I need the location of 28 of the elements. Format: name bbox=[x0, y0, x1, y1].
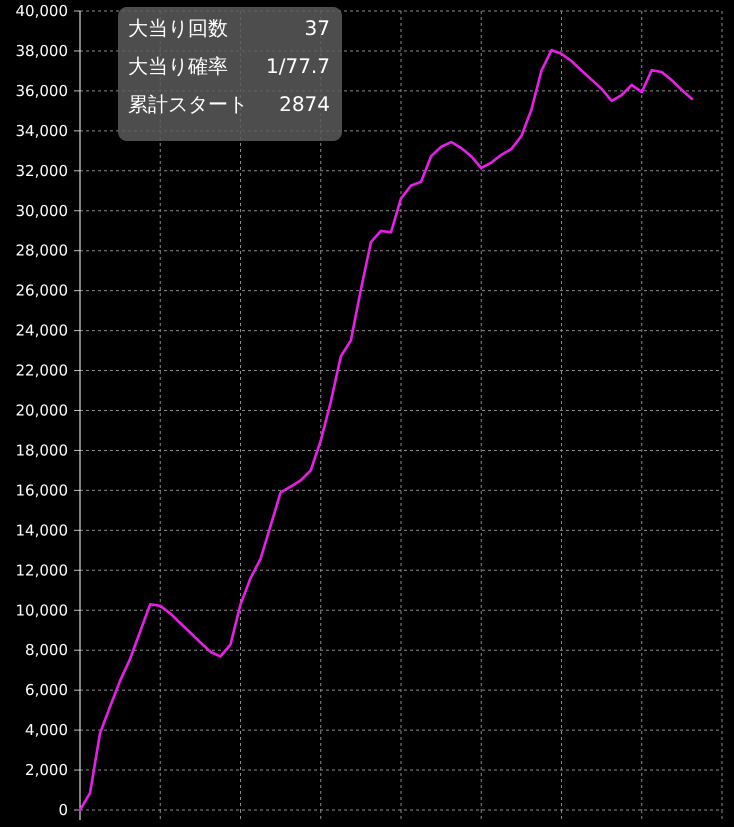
annotation: 累計スタート bbox=[128, 92, 248, 116]
y-tick-label: 22,000 bbox=[16, 362, 68, 380]
annotation: 37 bbox=[304, 16, 330, 40]
annotation: 大当り確率 bbox=[128, 54, 228, 78]
y-tick-label: 32,000 bbox=[16, 162, 68, 180]
y-tick-label: 4,000 bbox=[25, 721, 68, 740]
y-tick-label: 2,000 bbox=[25, 761, 68, 780]
y-tick-label: 40,000 bbox=[16, 2, 68, 20]
line-series bbox=[78, 48, 694, 812]
y-tick-label: 8,000 bbox=[25, 641, 68, 660]
y-tick-label: 6,000 bbox=[25, 681, 68, 700]
y-tick-label: 36,000 bbox=[16, 82, 68, 100]
y-tick-label: 12,000 bbox=[16, 561, 68, 580]
y-tick-label: 38,000 bbox=[16, 42, 68, 60]
y-tick-label: 34,000 bbox=[16, 122, 68, 140]
annotation: 大当り回数 bbox=[128, 16, 228, 40]
y-tick-label: 24,000 bbox=[16, 322, 68, 340]
y-tick-label: 26,000 bbox=[16, 282, 68, 300]
y-tick-label: 30,000 bbox=[16, 202, 68, 220]
y-tick-label: 10,000 bbox=[16, 601, 68, 620]
y-tick-label: 0 bbox=[58, 801, 68, 819]
y-tick-label: 16,000 bbox=[16, 481, 68, 500]
annotation: 2874 bbox=[279, 92, 330, 116]
y-tick-label: 20,000 bbox=[16, 402, 68, 420]
y-tick-label: 18,000 bbox=[16, 441, 68, 460]
y-tick-label: 14,000 bbox=[16, 521, 68, 540]
annotation: 1/77.7 bbox=[266, 54, 330, 78]
y-tick-label: 28,000 bbox=[16, 242, 68, 260]
